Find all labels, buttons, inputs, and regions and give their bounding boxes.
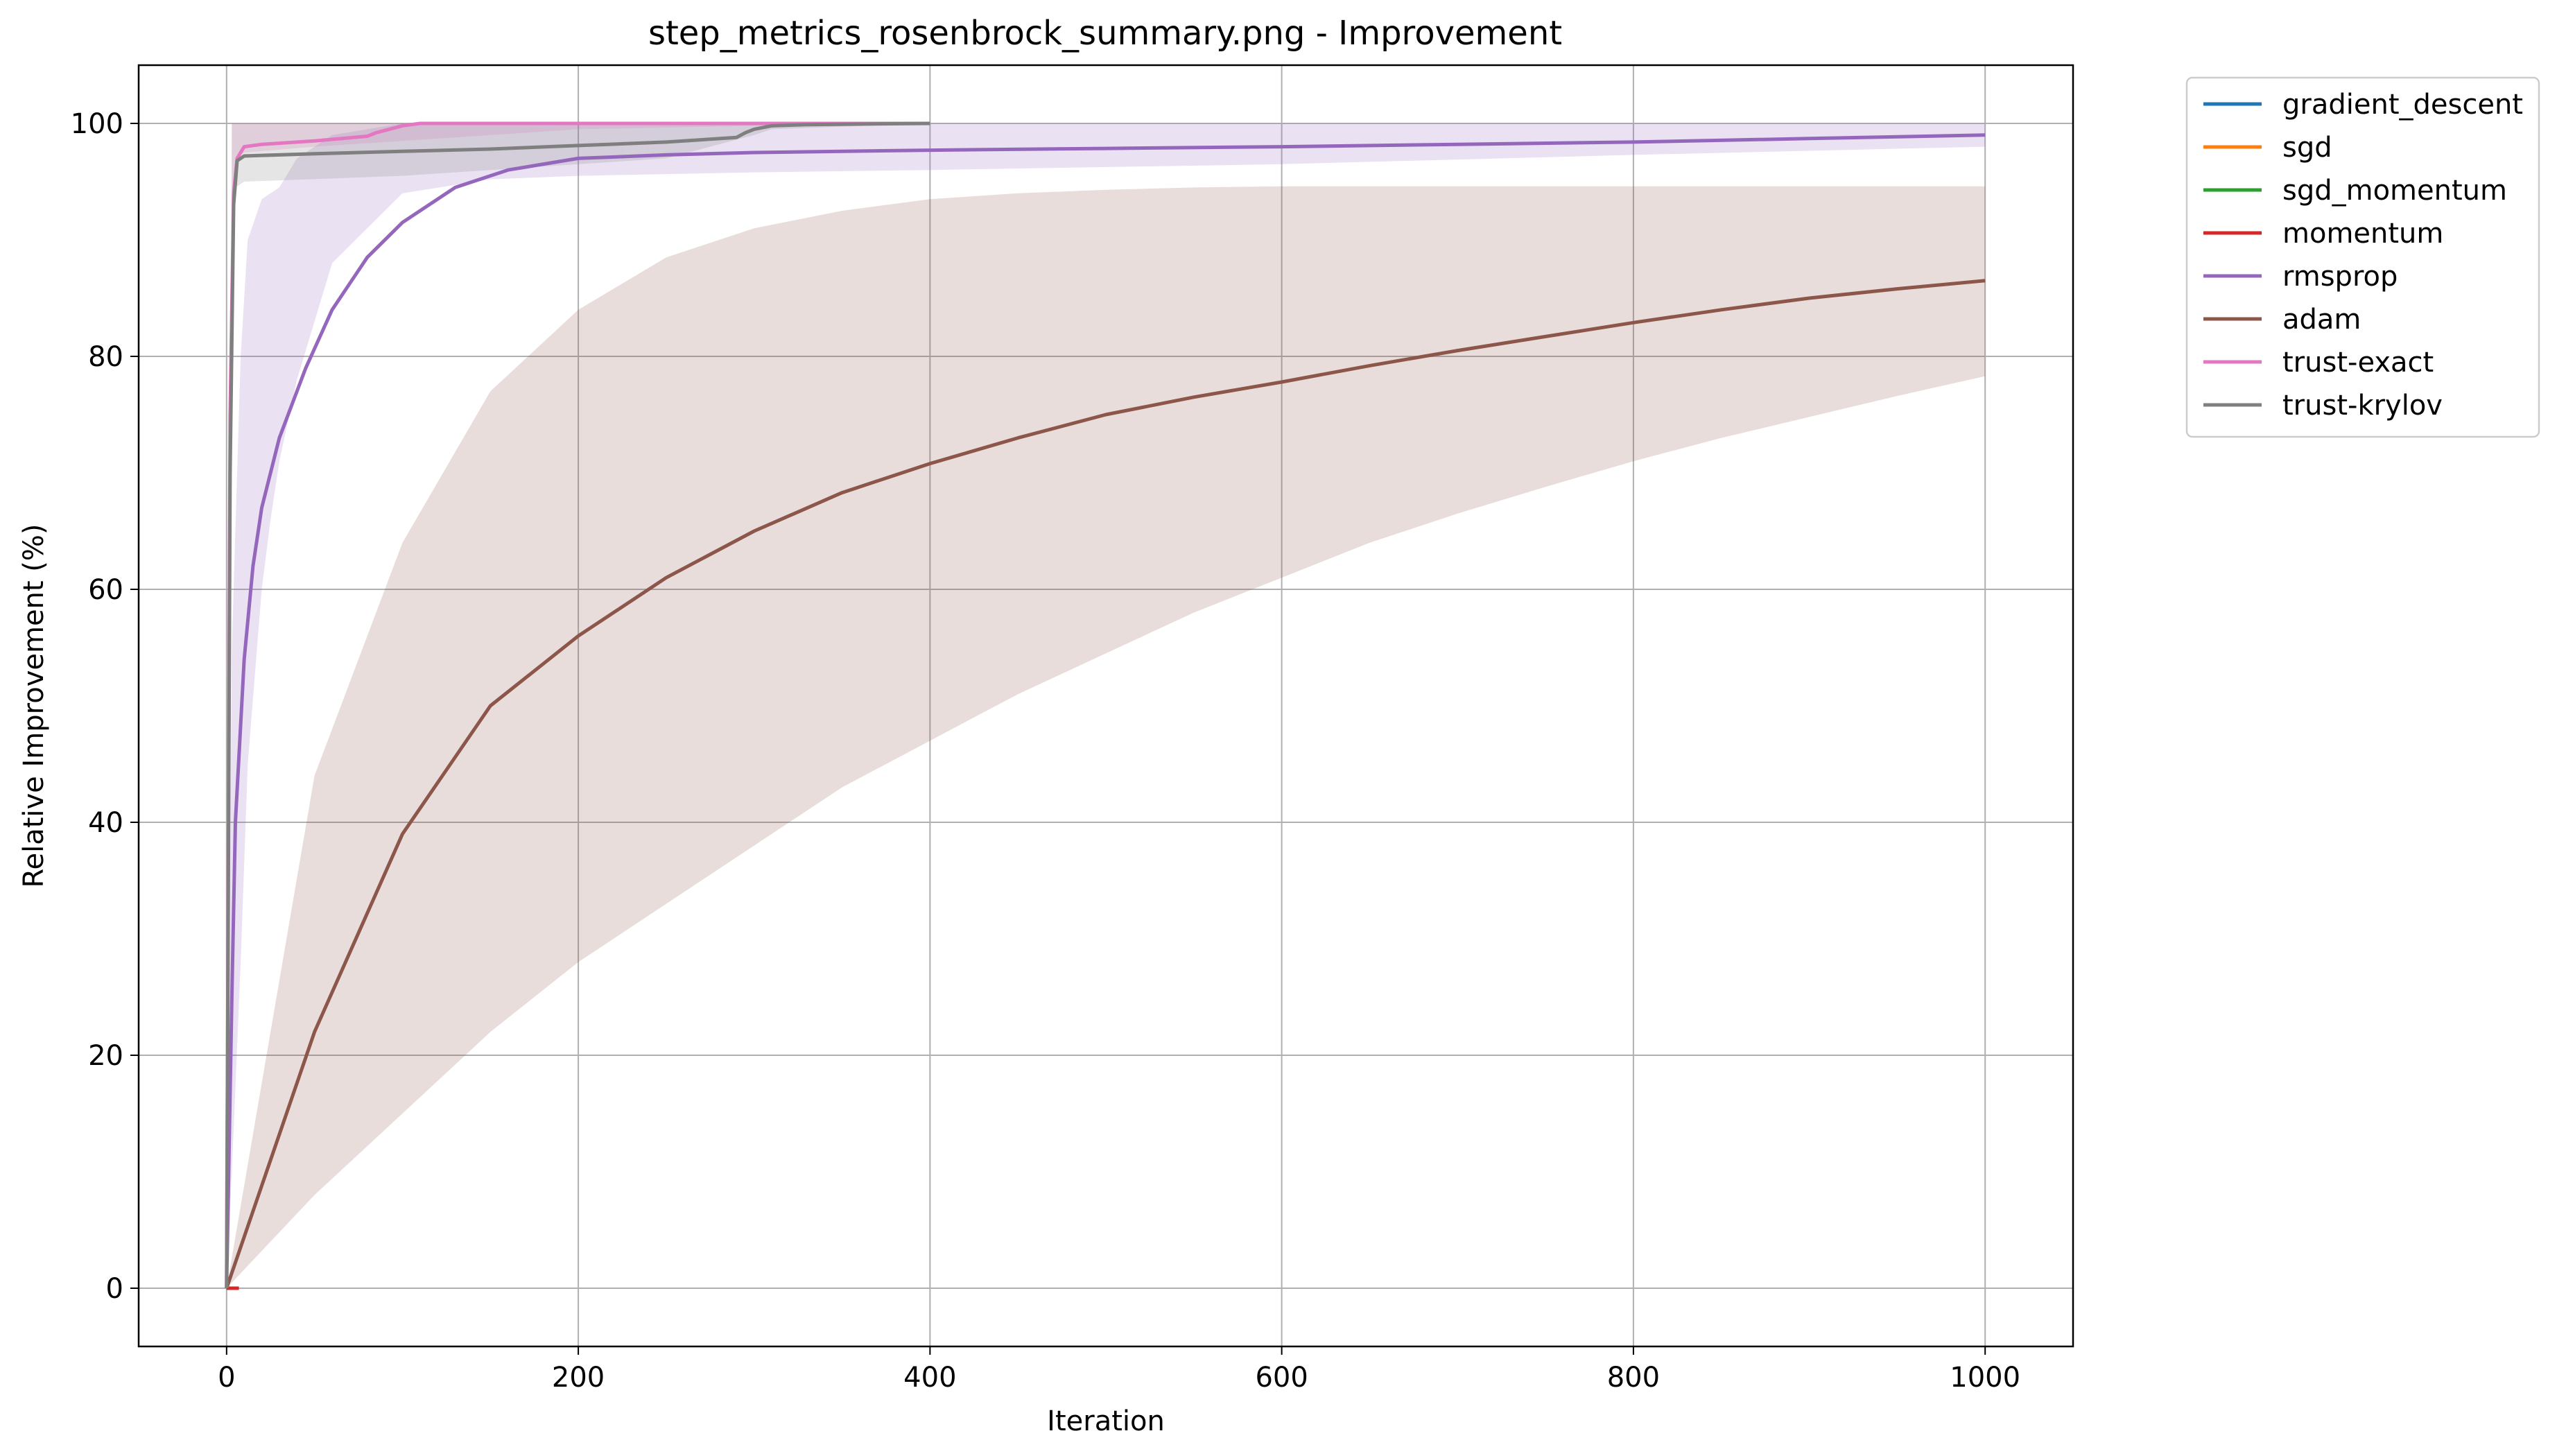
series-line-rmsprop	[225, 133, 1986, 1289]
x-tick-label-200: 200	[552, 1362, 605, 1394]
series-lines	[225, 121, 1986, 1290]
x-tick-label-400: 400	[903, 1362, 956, 1394]
series-line-trust-krylov	[225, 121, 930, 1289]
confidence-bands	[226, 123, 1986, 1289]
legend-label-sgd: sgd	[2282, 132, 2332, 164]
plot-area	[137, 64, 2074, 1348]
legend-frame	[2185, 76, 2540, 438]
legend-label-sgd-momentum: sgd_momentum	[2282, 175, 2507, 207]
x-axis-label: Iteration	[1047, 1405, 1165, 1437]
x-tick-label-800: 800	[1607, 1362, 1660, 1394]
legend-label-gradient-descent: gradient_descent	[2282, 89, 2523, 121]
x-tick-label-1000: 1000	[1950, 1362, 2020, 1394]
legend-label-rmsprop: rmsprop	[2282, 261, 2398, 293]
y-tick-label-40: 40	[88, 807, 123, 839]
x-tick-label-0: 0	[218, 1362, 235, 1394]
grid	[139, 65, 2073, 1346]
y-tick-label-20: 20	[88, 1040, 123, 1072]
y-axis-label: Relative Improvement (%)	[18, 523, 50, 887]
y-axis-ticks: 0 20 40 60 80 100	[71, 108, 139, 1305]
legend-label-adam: adam	[2282, 304, 2361, 336]
y-tick-label-80: 80	[88, 341, 123, 373]
series-line-adam	[225, 279, 1986, 1289]
y-tick-label-60: 60	[88, 574, 123, 606]
y-tick-label-100: 100	[71, 108, 123, 140]
x-tick-label-600: 600	[1255, 1362, 1308, 1394]
plot-background	[139, 65, 2073, 1346]
chart-title: step_metrics_rosenbrock_summary.png - Im…	[648, 14, 1562, 53]
legend-label-trust-exact: trust-exact	[2282, 347, 2434, 379]
y-tick-label-0: 0	[106, 1273, 123, 1305]
plot-frame	[137, 64, 2074, 1348]
band-adam	[226, 186, 1986, 1289]
legend-label-trust-krylov: trust-krylov	[2282, 390, 2443, 422]
x-axis-ticks: 0 200 400 600 800 1000	[218, 1346, 2020, 1394]
legend-label-momentum: momentum	[2282, 218, 2443, 250]
